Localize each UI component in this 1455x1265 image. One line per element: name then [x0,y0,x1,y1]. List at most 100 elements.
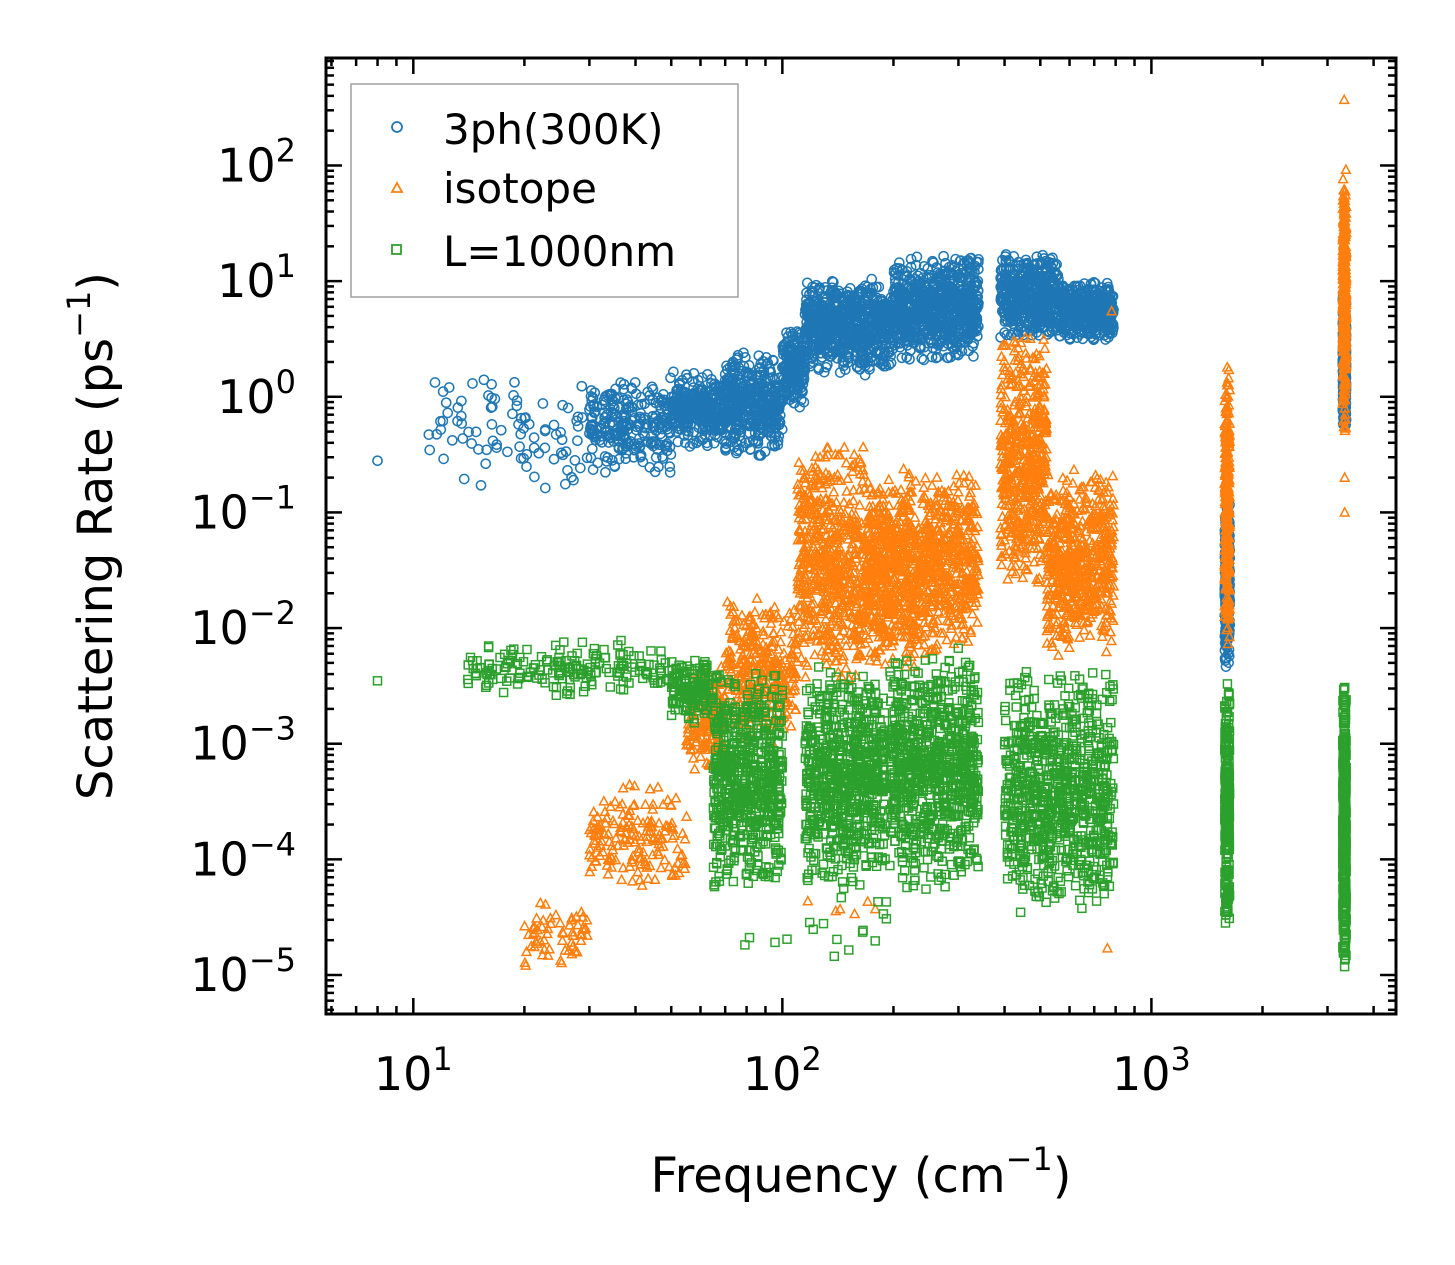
data-point [586,443,598,455]
data-point [642,386,654,398]
data-point [615,427,627,438]
data-point [757,396,769,408]
data-point [678,430,690,441]
data-point [610,383,621,395]
data-point [647,411,658,422]
data-point [675,396,687,407]
data-point [623,401,634,413]
data-point [732,407,744,419]
data-point [760,352,772,363]
data-point [539,442,551,454]
data-point [485,402,497,413]
data-point [372,455,383,467]
data-point [725,380,736,391]
data-point [676,424,687,435]
data-point [743,427,755,439]
data-point [431,428,443,440]
data-point [596,399,608,411]
data-point [481,444,492,456]
data-point [701,437,713,449]
data-point [629,438,641,450]
data-point [537,398,549,409]
data-point [695,431,707,443]
data-point [528,432,540,443]
data-point [620,453,632,465]
data-point [598,418,609,430]
data-point [604,388,615,400]
data-point [480,458,492,470]
data-point [743,384,754,396]
data-point [731,438,743,450]
data-point [518,423,529,434]
data-point [489,393,501,405]
data-point [486,378,497,390]
data-point [515,453,527,464]
data-point [650,438,662,449]
data-point [576,380,588,392]
data-point [668,366,679,378]
data-point [669,398,681,410]
data-point [674,379,685,391]
data-point [650,452,662,463]
data-point [514,441,525,452]
data-point [798,369,809,381]
data-point [710,407,722,418]
data-point [495,424,507,436]
data-point [784,385,795,397]
data-point [423,429,435,440]
data-point [696,391,707,403]
data-point [555,447,567,459]
data-point [475,479,487,491]
data-point [720,442,732,453]
data-point [761,408,773,419]
data-point [664,467,676,478]
data-point [467,378,478,389]
data-point [443,382,455,393]
data-point [726,390,737,401]
data-point [763,410,774,421]
data-point [455,410,467,422]
data-point [765,366,777,378]
data-point [755,358,767,369]
data-point [714,387,725,399]
data-point [438,453,449,465]
data-point [675,389,687,401]
data-point [753,450,765,461]
data-point [605,406,617,418]
data-point [645,438,657,450]
data-point [587,464,599,475]
data-point [744,444,756,455]
data-point [790,374,801,385]
data-point [687,376,698,387]
data-point [702,414,714,426]
data-points [372,93,1352,972]
data-point [785,326,797,338]
data-point [557,449,569,461]
data-point [838,356,849,367]
data-point [600,466,611,478]
data-point [782,336,794,347]
data-point [586,426,597,437]
data-point [458,473,470,485]
data-point [515,428,527,440]
data-point [602,452,614,463]
data-point [751,369,762,381]
data-point [649,466,661,478]
data-point [750,383,762,394]
data-point [603,430,615,441]
data-point [786,352,797,364]
data-point [727,358,738,370]
data-point [696,372,708,383]
data-point [539,425,551,437]
data-point [679,437,691,449]
data-point [569,454,581,466]
data-point [612,392,624,404]
data-point [733,444,745,455]
data-point [733,368,745,380]
data-point [636,398,647,410]
data-point [752,435,764,447]
data-point [664,461,676,472]
data-point [777,395,789,407]
data-point [507,408,518,420]
data-point [585,401,596,412]
